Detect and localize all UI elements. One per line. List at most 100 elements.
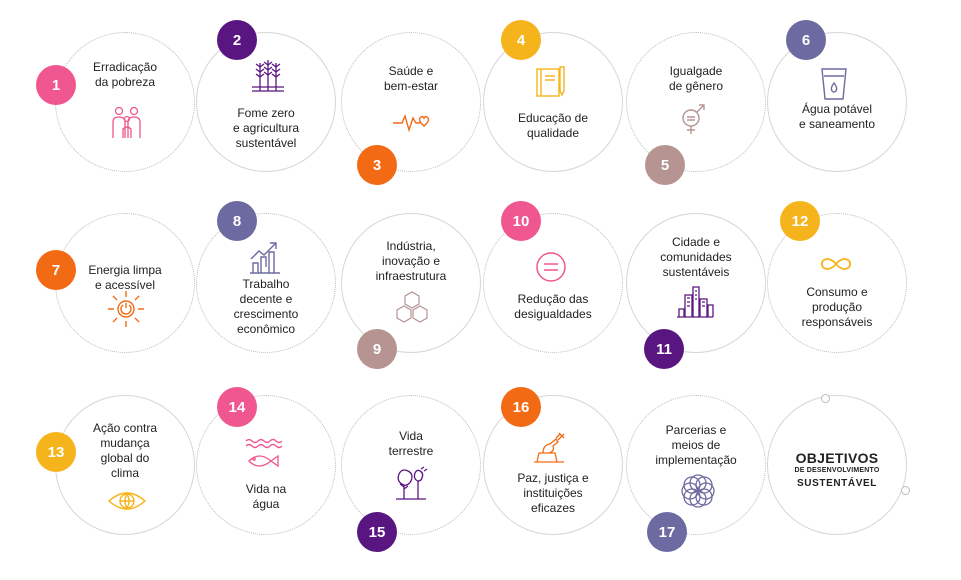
goal-6-badge: 6 [786, 20, 826, 60]
goal-12-badge: 12 [780, 201, 820, 241]
goal-label-line: Parcerias e [665, 423, 727, 437]
goal-label-line: de gênero [668, 79, 724, 93]
goal-14-circle[interactable] [196, 395, 336, 535]
goal-5-badge: 5 [645, 145, 685, 185]
goal-label-line: mudança [100, 436, 150, 450]
goal-3-circle[interactable] [341, 32, 481, 172]
goal-label-line: Saúde e [388, 64, 434, 78]
goal-15-label: Vida terrestre [351, 429, 471, 459]
goal-2-badge: 2 [217, 20, 257, 60]
goal-9-badge: 9 [357, 329, 397, 369]
goal-4-label: Educação de qualidade [493, 111, 613, 141]
goal-label-line: Ação contra [92, 421, 158, 435]
goal-2-label: Fome zero e agricultura sustentável [206, 106, 326, 151]
goal-label-line: Fome zero [237, 106, 295, 120]
goal-label-line: crescimento [233, 307, 299, 321]
goal-10-circle[interactable] [483, 213, 623, 353]
goal-label-line: Paz, justiça e [517, 471, 589, 485]
goal-12-label: Consumo e produção responsáveis [777, 285, 897, 330]
goal-16-label: Paz, justiça e instituições eficazes [493, 471, 613, 516]
ring-node-dot [901, 486, 910, 495]
goal-label-line: Consumo e [806, 285, 868, 299]
goal-label-line: Indústria, [386, 239, 436, 253]
goal-9-circle[interactable] [341, 213, 481, 353]
goal-7-badge: 7 [36, 250, 76, 290]
tree-icon [391, 463, 431, 503]
goal-label-line: Educação de [517, 111, 589, 125]
goal-11-badge: 11 [644, 329, 684, 369]
goal-5-label: Igualgade de gênero [636, 64, 756, 94]
goal-label-line: terrestre [388, 444, 434, 458]
objectives-subtitle-2: SUSTENTÁVEL [797, 478, 877, 489]
goal-14-badge: 14 [217, 387, 257, 427]
objectives-circle [767, 395, 907, 535]
goal-17-badge: 17 [647, 512, 687, 552]
goal-8-badge: 8 [217, 201, 257, 241]
goal-13-label: Ação contra mudança global do clima [65, 421, 185, 481]
goal-label-line: Vida [399, 429, 423, 443]
goal-15-circle[interactable] [341, 395, 481, 535]
goal-label-line: e saneamento [798, 117, 876, 131]
goal-label-line: e acessível [94, 278, 156, 292]
goal-8-circle[interactable] [196, 213, 336, 353]
goal-9-label: Indústria, inovação e infraestrutura [351, 239, 471, 284]
goal-label-line: produção [811, 300, 863, 314]
goal-11-circle[interactable] [626, 213, 766, 353]
water-glass-icon [814, 64, 854, 104]
goal-label-line: Cidade e [671, 235, 721, 249]
gender-equality-icon [673, 98, 713, 138]
goal-4-circle[interactable] [483, 32, 623, 172]
people-icon [107, 102, 147, 142]
goal-label-line: instituições [523, 486, 583, 500]
goal-label-line: comunidades [660, 250, 732, 264]
goal-label-line: bem-estar [383, 79, 439, 93]
goal-1-label: Erradicação da pobreza [65, 60, 185, 90]
goal-label-line: sustentáveis [662, 265, 730, 279]
goal-label-line: implementação [655, 453, 737, 467]
goal-4-badge: 4 [501, 20, 541, 60]
goal-10-label: Redução das desigualdades [493, 292, 613, 322]
goal-12-circle[interactable] [767, 213, 907, 353]
ring-node-dot [821, 394, 830, 403]
goal-label-line: Vida na [245, 482, 287, 496]
sun-power-icon [106, 289, 146, 329]
city-icon [675, 281, 715, 321]
goal-17-label: Parcerias e meios de implementação [636, 423, 756, 468]
goal-5-circle[interactable] [626, 32, 766, 172]
goal-label-line: Igualgade [669, 64, 723, 78]
objectives-subtitle: DE DESENVOLVIMENTO [794, 467, 880, 474]
goal-7-label: Energia limpa e acessível [65, 263, 185, 293]
goal-16-circle[interactable] [483, 395, 623, 535]
goal-label-line: Trabalho [242, 277, 290, 291]
equality-icon [531, 247, 571, 287]
goal-label-line: responsáveis [801, 315, 873, 329]
goal-label-line: econômico [236, 322, 296, 336]
goal-3-label: Saúde e bem-estar [351, 64, 471, 94]
heartbeat-icon [391, 102, 431, 142]
growth-chart-icon [245, 237, 285, 277]
book-icon [532, 62, 572, 102]
goal-label-line: e agricultura [232, 121, 300, 135]
goal-label-line: desigualdades [514, 307, 592, 321]
goal-label-line: Água potável [801, 102, 873, 116]
goal-label-line: qualidade [526, 126, 580, 140]
goal-13-badge: 13 [36, 432, 76, 472]
goal-16-badge: 16 [501, 387, 541, 427]
goal-label-line: Redução das [517, 292, 589, 306]
goal-6-label: Água potável e saneamento [777, 102, 897, 132]
goal-17-circle[interactable] [626, 395, 766, 535]
partnership-flower-icon [678, 471, 718, 511]
goal-label-line: Energia limpa [88, 263, 162, 277]
goal-label-line: da pobreza [94, 75, 156, 89]
goal-14-label: Vida na água [206, 482, 326, 512]
goal-8-label: Trabalho decente e crescimento econômico [206, 277, 326, 337]
goal-11-label: Cidade e comunidades sustentáveis [636, 235, 756, 280]
goal-2-circle[interactable] [196, 32, 336, 172]
goal-label-line: meios de [671, 438, 721, 452]
goal-1-badge: 1 [36, 65, 76, 105]
goal-15-badge: 15 [357, 512, 397, 552]
goal-10-badge: 10 [501, 201, 541, 241]
goal-6-circle[interactable] [767, 32, 907, 172]
goal-label-line: Erradicação [92, 60, 158, 74]
